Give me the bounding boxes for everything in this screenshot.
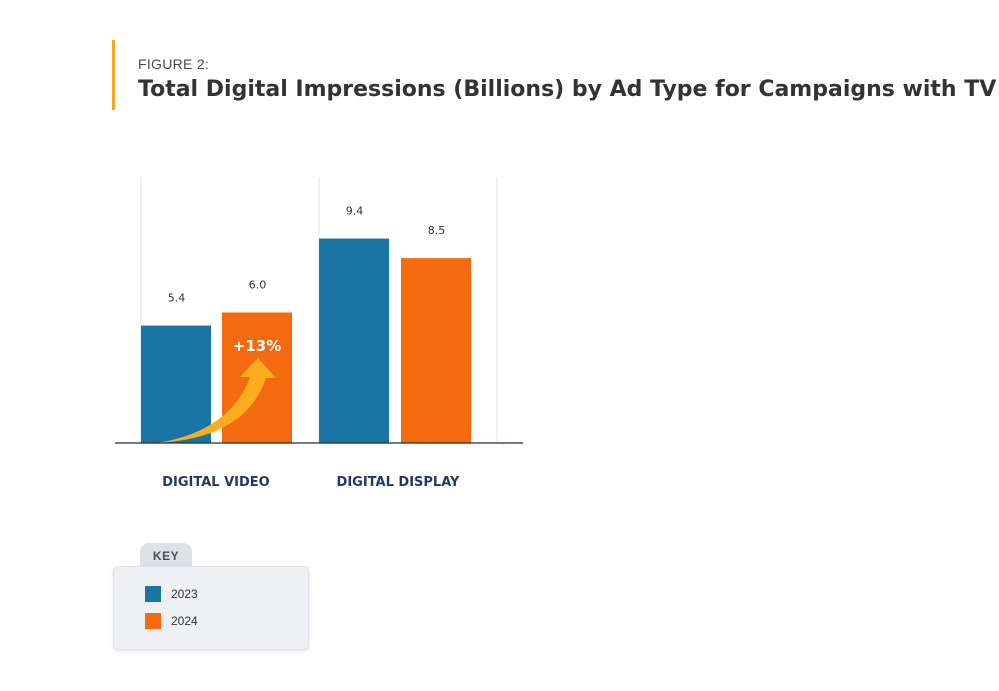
bar-digital-display-2024 xyxy=(401,258,471,443)
bar-digital-video-2023 xyxy=(141,325,211,443)
category-label-digital-display: DIGITAL DISPLAY xyxy=(337,475,460,490)
legend-swatch-2023 xyxy=(145,586,161,602)
legend-label-2024: 2024 xyxy=(171,614,198,628)
growth-annotation: +13% xyxy=(156,337,281,443)
growth-arrow-icon xyxy=(156,358,276,443)
key-title: KEY xyxy=(140,543,192,569)
bar-digital-display-2023 xyxy=(319,238,389,443)
figure-header: FIGURE 2: Total Digital Impressions (Bil… xyxy=(112,40,996,110)
growth-percent-label: +13% xyxy=(233,337,281,355)
legend-label-2023: 2023 xyxy=(171,587,198,601)
bar-group: 5.4 6.0 9.4 8.5 xyxy=(141,205,471,443)
category-labels: DIGITAL VIDEO DIGITAL DISPLAY xyxy=(162,475,460,490)
figure-label: FIGURE 2: xyxy=(138,56,210,72)
legend: 2023 2024 xyxy=(113,566,309,650)
legend-swatch-2024 xyxy=(145,613,161,629)
value-label-digital-video-2024: 6.0 xyxy=(249,279,267,292)
figure-title: Total Digital Impressions (Billions) by … xyxy=(138,77,997,102)
value-label-digital-video-2023: 5.4 xyxy=(168,292,186,305)
legend-item-2023: 2023 xyxy=(145,586,198,602)
value-label-digital-display-2024: 8.5 xyxy=(428,224,446,237)
value-label-digital-display-2023: 9.4 xyxy=(346,205,364,218)
category-label-digital-video: DIGITAL VIDEO xyxy=(162,475,270,490)
legend-item-2024: 2024 xyxy=(145,613,198,629)
